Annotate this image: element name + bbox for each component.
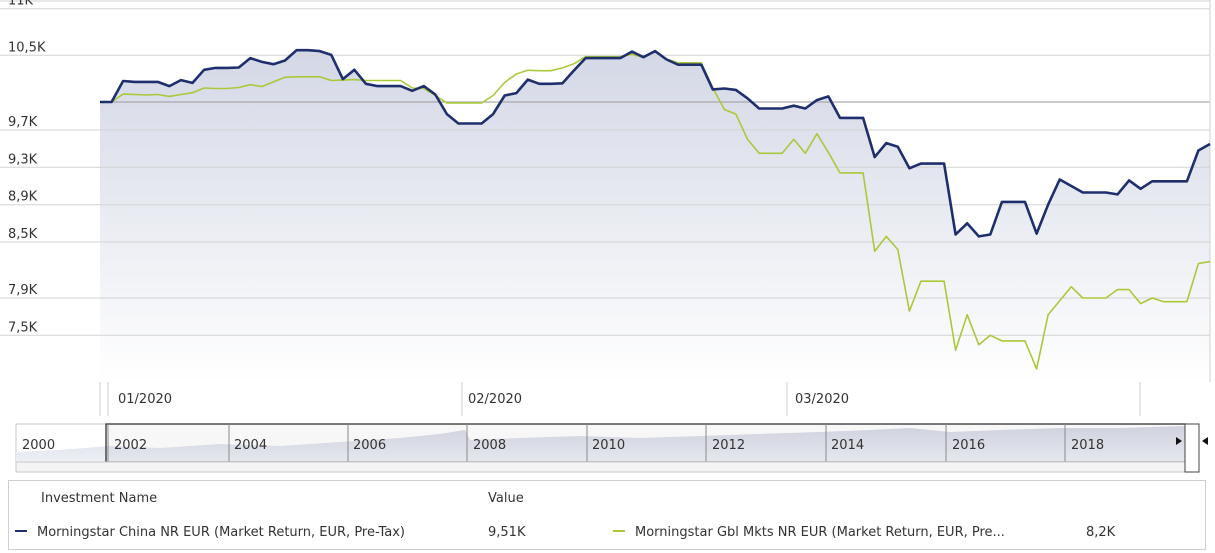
series-value: 9,51K: [488, 525, 526, 540]
series-value: 8,2K: [1086, 525, 1116, 540]
x-tick-label: 01/2020: [118, 392, 172, 407]
y-tick-label: 9,3K: [8, 152, 38, 167]
navigator-label: 2014: [831, 438, 864, 453]
y-tick-label: 7,9K: [8, 283, 38, 298]
navigator-right-handle[interactable]: [1184, 423, 1200, 473]
navigator-label: 2004: [234, 438, 267, 453]
navigator-handle-arrow-icon[interactable]: [1202, 437, 1208, 445]
navigator-label: 2012: [712, 438, 745, 453]
legend-row-china[interactable]: Morningstar China NR EUR (Market Return,…: [15, 525, 405, 540]
y-gridlines: [0, 0, 1211, 382]
y-tick-label: 8,5K: [8, 227, 38, 242]
x-axis: 01/2020 02/2020 03/2020: [99, 382, 1210, 416]
navigator-label: 2000: [22, 438, 55, 453]
navigator-area: [16, 426, 1186, 462]
column-header-investment-name: Investment Name: [41, 491, 158, 506]
navigator-right-arrow-icon[interactable]: [1176, 437, 1182, 445]
y-axis-ticks: 11K 10,5K 9,7K 9,3K 8,9K 8,5K 7,9K 7,5K: [8, 0, 46, 335]
navigator-label: 2002: [114, 438, 147, 453]
navigator-selection[interactable]: [105, 423, 1187, 463]
series-line-china[interactable]: [100, 48, 1211, 238]
y-tick-label: 8,9K: [8, 190, 38, 205]
x-tick-label: 02/2020: [468, 392, 522, 407]
navigator-label: 2018: [1071, 438, 1104, 453]
navigator-scrollbar[interactable]: [15, 461, 1187, 473]
y-tick-label: 7,5K: [8, 320, 38, 335]
series-name: Morningstar China NR EUR (Market Return,…: [37, 525, 405, 540]
column-header-value: Value: [488, 491, 524, 506]
y-tick-label: 9,7K: [8, 115, 38, 130]
series-name: Morningstar Gbl Mkts NR EUR (Market Retu…: [635, 525, 1005, 540]
navigator-label: 2008: [473, 438, 506, 453]
legend-table: Investment Name Value Morningstar China …: [8, 480, 1206, 550]
x-tick-label: 03/2020: [795, 392, 849, 407]
range-navigator[interactable]: 2000 2002 2004 2006 2008 2010 2012 2014 …: [15, 423, 1208, 473]
y-tick-label: 11K: [8, 0, 34, 9]
plot-area: [100, 50, 1210, 382]
series-swatch-icon: [15, 529, 27, 532]
navigator-label: 2006: [353, 438, 386, 453]
navigator-label: 2010: [592, 438, 625, 453]
legend-row-global[interactable]: Morningstar Gbl Mkts NR EUR (Market Retu…: [613, 525, 1005, 540]
chart: 11K 10,5K 9,7K 9,3K 8,9K 8,5K 7,9K 7,5K 01/2020…: [0, 0, 1211, 473]
y-tick-label: 10,5K: [8, 40, 46, 55]
navigator-label: 2016: [952, 438, 985, 453]
series-swatch-icon: [613, 529, 625, 532]
series-area: [100, 50, 1210, 382]
series-lines: [100, 48, 1211, 370]
